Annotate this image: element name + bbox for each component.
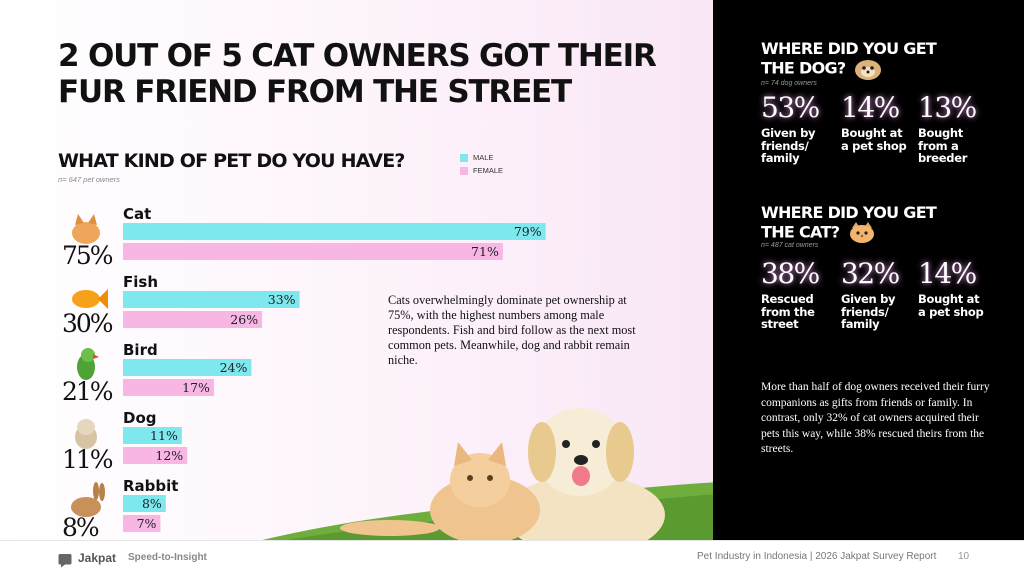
dog-stat-3-label: Bought from a breeder bbox=[918, 126, 968, 165]
bar-cat-female bbox=[123, 243, 503, 260]
dog-title-line2: THE DOG? bbox=[761, 58, 936, 80]
bird-icon bbox=[77, 348, 99, 380]
bar-value-rabbit-female: 7% bbox=[137, 516, 157, 531]
footer-logo-text: Jakpat bbox=[78, 551, 117, 565]
bar-bird-female bbox=[123, 379, 214, 396]
cat-sample-note: n= 487 cat owners bbox=[761, 242, 819, 249]
bar-value-bird-female: 17% bbox=[182, 380, 210, 395]
chart-title: WHAT KIND OF PET DO YOU HAVE? bbox=[58, 150, 405, 172]
footer bbox=[0, 540, 1024, 576]
cat-title-line1: WHERE DID YOU GET bbox=[761, 203, 937, 222]
dog-icon bbox=[75, 419, 97, 449]
bar-dog-female bbox=[123, 447, 188, 464]
sample-note: n= 647 pet owners bbox=[58, 175, 120, 184]
bar-dog-male bbox=[123, 427, 182, 444]
dog-stat-3: 13% Bought from a breeder bbox=[918, 92, 998, 165]
dog-title-line1: WHERE DID YOU GET bbox=[761, 39, 937, 58]
legend: MALE FEMALE bbox=[460, 151, 503, 177]
footer-report-title: Pet Industry in Indonesia | 2026 Jakpat … bbox=[697, 551, 937, 562]
cat-stat-1: 38% Rescued from the street bbox=[761, 258, 841, 331]
bar-value-cat-female: 71% bbox=[471, 244, 499, 259]
bar-value-cat-male: 79% bbox=[514, 224, 542, 239]
jakpat-logo-icon bbox=[58, 554, 72, 568]
cat-stat-1-label: Rescued from the street bbox=[761, 292, 815, 331]
total-label-dog: 11% bbox=[62, 445, 113, 474]
category-label-dog: Dog bbox=[123, 409, 157, 427]
dog-stat-1-label: Given by friends/ family bbox=[761, 126, 816, 165]
bar-cat-male bbox=[123, 223, 546, 240]
right-panel: WHERE DID YOU GET THE DOG? n= 74 dog own… bbox=[713, 0, 1024, 540]
cat-face-icon bbox=[850, 222, 875, 243]
cat-stat-3-pct: 14% bbox=[918, 257, 977, 290]
legend-male-swatch bbox=[460, 153, 468, 162]
legend-male-label: MALE bbox=[473, 153, 494, 162]
legend-female-label: FEMALE bbox=[473, 166, 504, 175]
rabbit-icon bbox=[71, 482, 105, 517]
cat-title-line2-text: THE CAT? bbox=[761, 222, 840, 242]
dog-section-title: WHERE DID YOU GET THE DOG? bbox=[761, 39, 937, 80]
bar-value-dog-male: 11% bbox=[150, 428, 178, 443]
category-label-cat: Cat bbox=[123, 205, 151, 223]
left-panel: 2 OUT OF 5 CAT OWNERS GOT THEIR FUR FRIE… bbox=[0, 0, 713, 540]
bar-fish-female bbox=[123, 311, 263, 328]
bar-value-dog-female: 12% bbox=[155, 448, 183, 463]
total-label-cat: 75% bbox=[62, 241, 113, 270]
cat-title-line2: THE CAT? bbox=[761, 222, 936, 244]
footer-slogan: Speed-to-Insight bbox=[128, 552, 207, 563]
bar-value-fish-male: 33% bbox=[268, 292, 296, 307]
cat-stat-3-label: Bought at a pet shop bbox=[918, 292, 984, 319]
pet-ownership-chart: Cat 75% 79% 71% Fish 30% 33% 26% Bird 21% 24% 17% Do… bbox=[0, 195, 713, 540]
dog-face-icon bbox=[855, 60, 882, 80]
cat-stat-2: 32% Given by friends/ family bbox=[841, 258, 921, 331]
dog-stat-1: 53% Given by friends/ family bbox=[761, 92, 841, 165]
category-label-rabbit: Rabbit bbox=[123, 477, 178, 495]
category-label-fish: Fish bbox=[123, 273, 158, 291]
category-label-bird: Bird bbox=[123, 341, 158, 359]
fish-icon bbox=[72, 289, 108, 309]
dog-stat-2: 14% Bought at a pet shop bbox=[841, 92, 921, 152]
bar-value-bird-male: 24% bbox=[220, 360, 248, 375]
dog-stat-3-pct: 13% bbox=[918, 91, 977, 124]
legend-female-swatch bbox=[460, 166, 468, 175]
legend-female: FEMALE bbox=[460, 164, 503, 177]
chart-canvas: Cat 75% 79% 71% Fish 30% 33% 26% Bird 21% 24% 17% Do… bbox=[62, 205, 546, 540]
bar-bird-male bbox=[123, 359, 252, 376]
total-label-bird: 21% bbox=[62, 377, 113, 406]
bar-rabbit-male bbox=[123, 495, 166, 512]
chart-description: Cats overwhelmingly dominate pet ownersh… bbox=[388, 293, 636, 367]
cat-stat-3: 14% Bought at a pet shop bbox=[918, 258, 998, 318]
total-label-rabbit: 8% bbox=[62, 513, 99, 540]
dog-stat-2-pct: 14% bbox=[841, 91, 900, 124]
dog-sample-note: n= 74 dog owners bbox=[761, 80, 817, 87]
cat-and-dog-photo bbox=[340, 408, 665, 540]
dog-stat-1-pct: 53% bbox=[761, 91, 820, 124]
bar-value-rabbit-male: 8% bbox=[142, 496, 162, 511]
legend-male: MALE bbox=[460, 151, 503, 164]
cat-section-title: WHERE DID YOU GET THE CAT? bbox=[761, 203, 937, 244]
total-label-fish: 30% bbox=[62, 309, 113, 338]
cat-stat-2-pct: 32% bbox=[841, 257, 900, 290]
dog-stat-2-label: Bought at a pet shop bbox=[841, 126, 907, 153]
footer-page-number: 10 bbox=[958, 551, 970, 562]
cat-icon bbox=[72, 214, 100, 244]
bar-rabbit-female bbox=[123, 515, 161, 532]
cat-stat-1-pct: 38% bbox=[761, 257, 820, 290]
dog-title-line2-text: THE DOG? bbox=[761, 58, 846, 78]
bar-fish-male bbox=[123, 291, 300, 308]
right-description: More than half of dog owners received th… bbox=[761, 381, 990, 455]
headline: 2 OUT OF 5 CAT OWNERS GOT THEIR FUR FRIE… bbox=[58, 38, 657, 110]
cat-stat-2-label: Given by friends/ family bbox=[841, 292, 896, 331]
bar-value-fish-female: 26% bbox=[230, 312, 258, 327]
